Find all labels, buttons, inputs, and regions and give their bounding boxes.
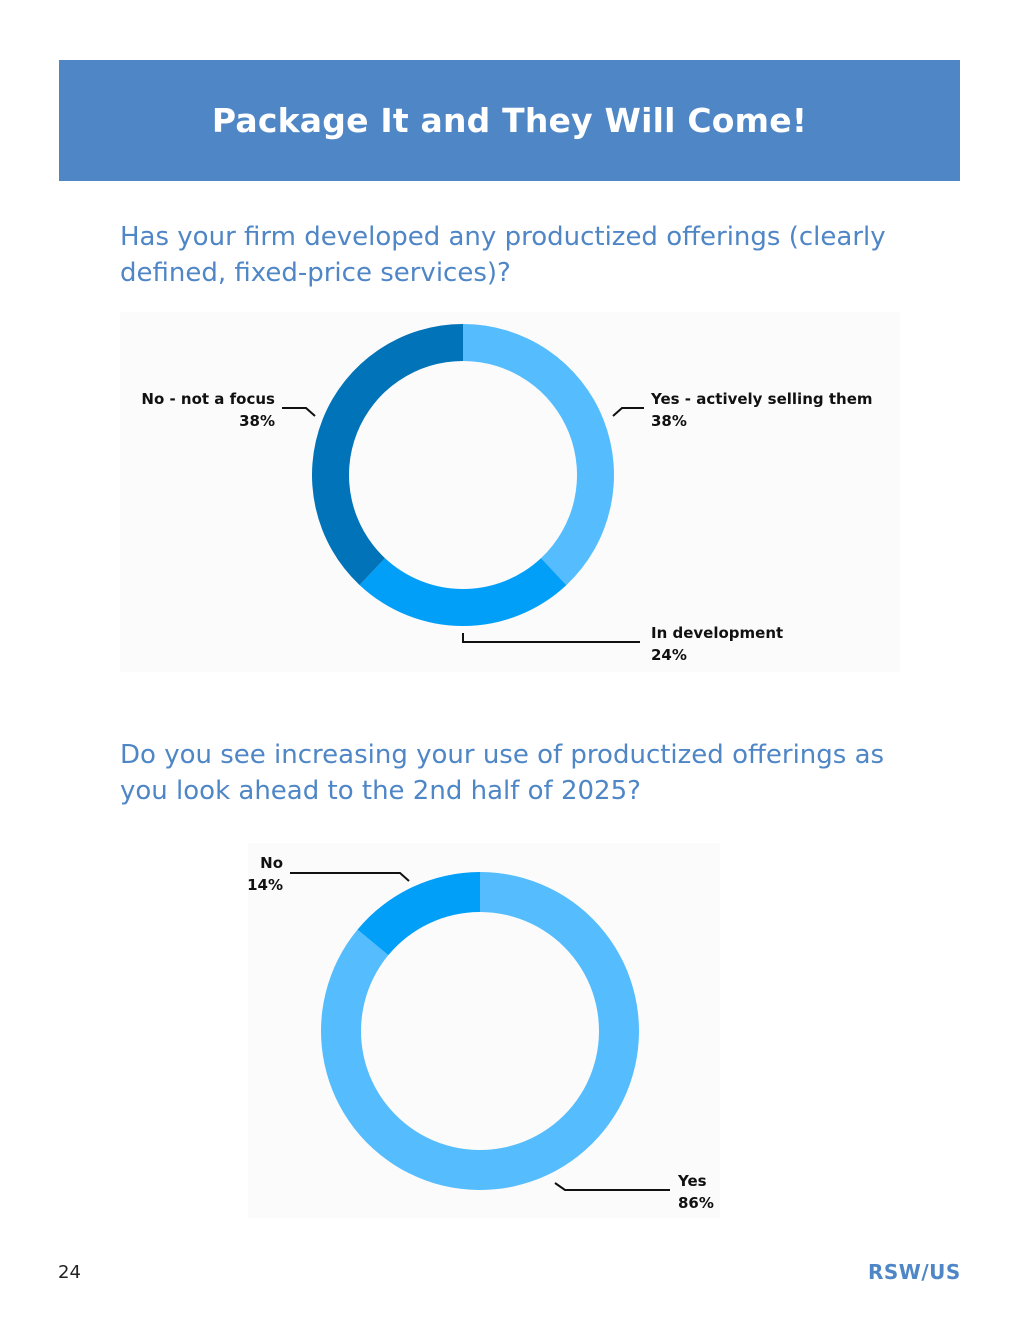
chart1-panel: Yes - actively selling them 38% In devel… xyxy=(120,312,900,672)
chart1-value-no: 38% xyxy=(239,412,275,430)
chart1-slice-in-development xyxy=(359,558,567,626)
brand-logo: RSW/US xyxy=(868,1260,961,1284)
chart1-value-in-development: 24% xyxy=(651,646,687,664)
chart1-slice-no-not-a-focus xyxy=(312,324,463,586)
chart2-slice-no xyxy=(357,872,480,956)
chart1-leader-in-development xyxy=(462,633,640,643)
chart2-value-no: 14% xyxy=(247,876,283,894)
chart2-value-yes: 86% xyxy=(678,1194,714,1212)
chart2-label-no: No xyxy=(260,854,283,872)
chart2-leader-yes xyxy=(554,1182,670,1191)
chart2-panel: Yes 86% No 14% xyxy=(247,843,720,1218)
chart1-slice-yes-actively-selling-them xyxy=(463,324,614,586)
chart2-question: Do you see increasing your use of produc… xyxy=(120,740,885,806)
chart1-label-yes: Yes - actively selling them xyxy=(650,390,873,408)
chart2-label-yes: Yes xyxy=(677,1172,707,1190)
chart1-leader-yes xyxy=(612,407,644,417)
chart1-question: Has your firm developed any productized … xyxy=(120,222,886,288)
page-number: 24 xyxy=(58,1262,81,1283)
chart1-value-yes: 38% xyxy=(651,412,687,430)
chart2-leader-no xyxy=(290,872,410,882)
chart1-label-in-development: In development xyxy=(651,624,783,642)
chart1-donut: Yes - actively selling them 38% In devel… xyxy=(141,324,873,664)
chart2-donut: Yes 86% No 14% xyxy=(247,854,714,1212)
chart1-leader-no xyxy=(282,407,316,417)
chart1-label-no: No - not a focus xyxy=(141,390,275,408)
page-title: Package It and They Will Come! xyxy=(211,101,808,140)
title-banner: Package It and They Will Come! xyxy=(59,60,960,181)
